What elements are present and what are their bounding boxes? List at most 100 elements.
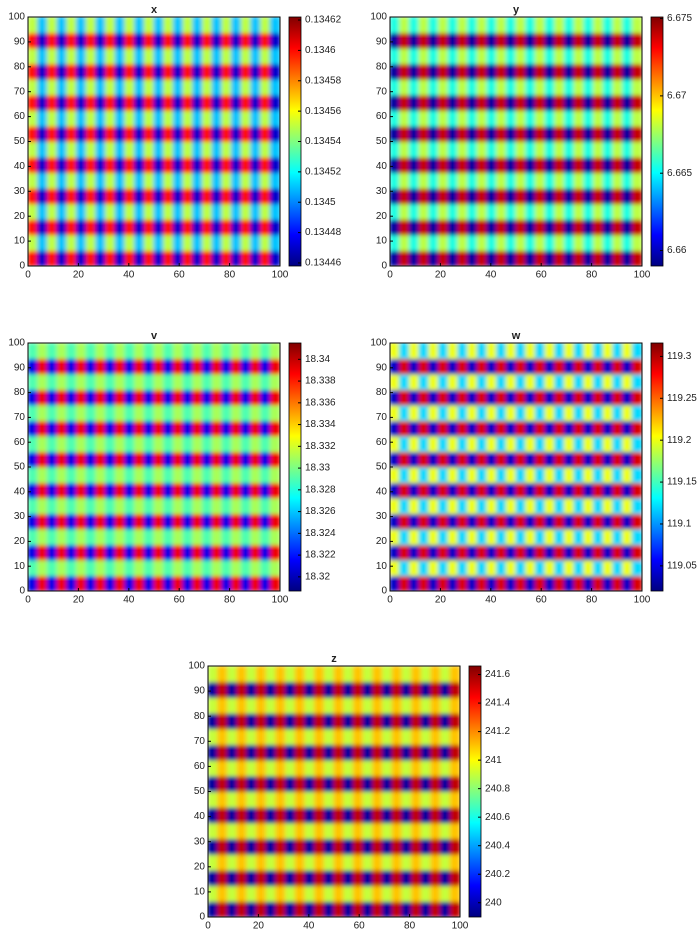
panel: z0 20 40 60 80 100010203040506070809010024024…	[188, 653, 510, 932]
heatmap-cell	[75, 125, 87, 142]
heatmap-cell	[428, 63, 439, 80]
y-tick-label: 30	[376, 511, 388, 522]
heatmap-cell	[201, 249, 213, 266]
heatmap-cell	[208, 728, 219, 745]
heatmap-cell	[114, 451, 126, 468]
heatmap-cell	[515, 466, 527, 483]
heatmap-cell	[362, 822, 374, 840]
heatmap-cell	[46, 156, 58, 174]
heatmap-cell	[250, 389, 262, 406]
heatmap-cell	[314, 822, 325, 840]
heatmap-cell	[114, 544, 126, 561]
heatmap-cell	[105, 172, 116, 189]
heatmap-cell	[505, 404, 517, 421]
heatmap-cell	[304, 853, 316, 871]
heatmap-cell	[612, 141, 624, 158]
heatmap-cell	[390, 497, 401, 514]
heatmap-cell	[75, 559, 87, 576]
x-tick-label: 20	[253, 921, 265, 932]
heatmap-cell	[544, 203, 556, 220]
heatmap-cell	[544, 513, 556, 530]
heatmap-cell	[153, 575, 165, 591]
heatmap-cell	[182, 94, 194, 111]
heatmap-cell	[246, 853, 257, 871]
heatmap-cell	[593, 218, 604, 236]
heatmap-cell	[221, 47, 233, 65]
heatmap-cell	[428, 559, 439, 576]
heatmap-cell	[390, 32, 401, 49]
heatmap-cell	[411, 822, 422, 840]
heatmap-cell	[134, 451, 145, 468]
heatmap-cell	[75, 404, 87, 421]
heatmap-cell	[211, 544, 223, 561]
x-tick-label: 0	[387, 270, 393, 281]
heatmap-cell	[201, 451, 213, 468]
heatmap-cell	[486, 78, 498, 96]
heatmap-cell	[314, 838, 325, 855]
heatmap-cell	[37, 435, 48, 452]
heatmap-cell	[573, 47, 585, 65]
heatmap-cell	[269, 249, 280, 266]
heatmap-cell	[285, 853, 296, 871]
heatmap-cell	[240, 497, 252, 514]
heatmap-cell	[323, 900, 335, 917]
heatmap-cell	[399, 559, 410, 576]
heatmap-cell	[457, 109, 469, 127]
heatmap-cell	[622, 451, 633, 468]
heatmap-cell	[486, 343, 498, 359]
heatmap-cell	[85, 125, 97, 142]
heatmap-cell	[554, 78, 565, 96]
heatmap-cell	[622, 389, 633, 406]
heatmap-cell	[153, 218, 165, 236]
heatmap-cell	[563, 47, 575, 65]
heatmap-cell	[399, 373, 410, 390]
heatmap-cell	[390, 156, 401, 174]
heatmap-cell	[476, 404, 488, 421]
heatmap-cell	[294, 822, 306, 840]
heatmap-cell	[85, 94, 97, 111]
heatmap-cell	[192, 63, 203, 80]
heatmap-cell	[515, 78, 527, 96]
heatmap-cell	[563, 513, 575, 530]
heatmap-cell	[544, 559, 556, 576]
heatmap-cell	[486, 141, 498, 158]
heatmap-cell	[554, 358, 565, 375]
heatmap-cell	[201, 389, 213, 406]
heatmap-cell	[476, 78, 488, 96]
heatmap-cell	[631, 94, 642, 111]
heatmap-cell	[420, 838, 432, 855]
heatmap-cell	[304, 791, 316, 808]
heatmap-cell	[231, 125, 242, 142]
heatmap-cell	[486, 249, 498, 266]
heatmap-cell	[408, 466, 420, 483]
heatmap-cell	[192, 404, 203, 421]
heatmap-cell	[201, 203, 213, 220]
colorbar-tick-label: 18.338	[305, 376, 336, 387]
heatmap-cell	[143, 451, 155, 468]
heatmap-cell	[428, 187, 439, 205]
x-tick-label: 0	[205, 921, 211, 932]
heatmap-cell	[143, 249, 155, 266]
heatmap-cell	[236, 885, 248, 902]
heatmap-cell	[294, 838, 306, 855]
heatmap-cell	[408, 187, 420, 205]
heatmap-cell	[418, 528, 430, 545]
heatmap-cell	[124, 389, 136, 406]
heatmap-cell	[192, 575, 203, 591]
heatmap-cell	[505, 63, 517, 80]
heatmap-cell	[85, 358, 97, 375]
heatmap-cell	[37, 218, 48, 236]
heatmap-cell	[163, 435, 174, 452]
x-tick-label: 60	[536, 595, 548, 606]
heatmap-cell	[95, 17, 107, 34]
heatmap-cell	[437, 249, 449, 266]
heatmap-cell	[437, 218, 449, 236]
heatmap-cell	[66, 528, 77, 545]
heatmap-cell	[457, 218, 469, 236]
heatmap-cell	[447, 63, 459, 80]
heatmap-cell	[476, 234, 488, 251]
heatmap-cell	[28, 435, 39, 452]
heatmap-cell	[221, 109, 233, 127]
heatmap-cell	[554, 187, 565, 205]
heatmap-cell	[143, 203, 155, 220]
